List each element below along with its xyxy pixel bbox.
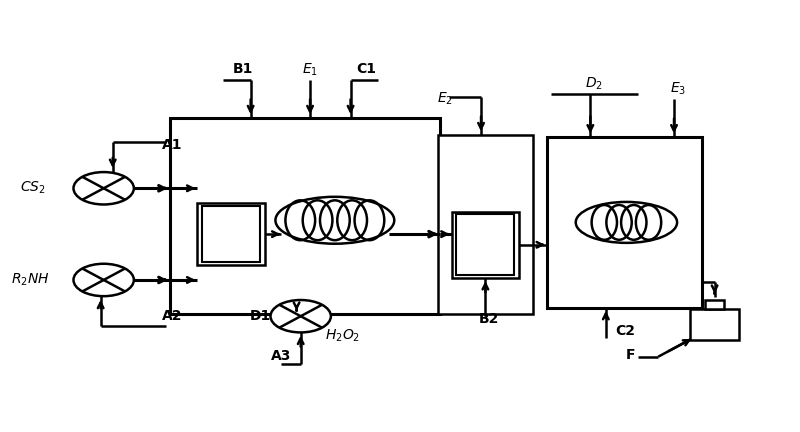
Text: A2: A2 <box>162 308 182 323</box>
Bar <box>170 118 440 314</box>
Text: $E_3$: $E_3$ <box>670 80 686 97</box>
Text: $H_2O_2$: $H_2O_2$ <box>325 327 360 343</box>
Ellipse shape <box>275 197 394 244</box>
Text: A3: A3 <box>270 349 291 363</box>
Text: C2: C2 <box>616 324 636 338</box>
Ellipse shape <box>576 202 677 243</box>
Bar <box>198 203 265 265</box>
Text: $CS_2$: $CS_2$ <box>20 180 46 197</box>
Bar <box>457 214 514 275</box>
Bar <box>438 135 534 314</box>
Text: B2: B2 <box>479 311 499 326</box>
Bar <box>706 299 724 309</box>
Circle shape <box>74 264 134 296</box>
Text: F: F <box>626 348 635 362</box>
Bar <box>690 309 739 340</box>
Circle shape <box>270 300 331 332</box>
Text: $E_1$: $E_1$ <box>302 61 318 77</box>
Bar <box>452 212 519 278</box>
Text: $E_2$: $E_2$ <box>438 91 454 108</box>
Text: D1: D1 <box>250 309 271 324</box>
Text: C1: C1 <box>357 62 377 76</box>
Text: $D_2$: $D_2$ <box>586 76 603 92</box>
Bar <box>547 137 702 308</box>
Text: B1: B1 <box>233 62 253 76</box>
Bar <box>202 206 260 263</box>
Circle shape <box>74 172 134 204</box>
Text: $R_2NH$: $R_2NH$ <box>10 272 50 288</box>
Text: A1: A1 <box>162 138 182 152</box>
